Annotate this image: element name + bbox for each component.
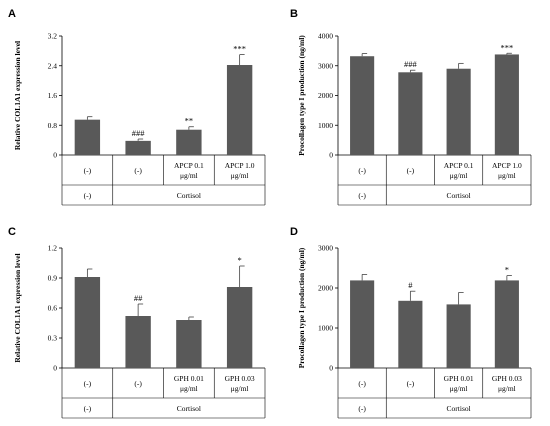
y-axis-title: Relative COL1A1 expression level	[13, 253, 22, 362]
significance-marker: ##	[134, 293, 143, 303]
x-category-label: μg/ml	[450, 384, 468, 393]
group-label-control: (-)	[358, 404, 366, 413]
x-category-label: (-)	[84, 379, 92, 388]
chart-panel-a: A 0 0.8 1.6 2.4 3.2 Relative COL1A1 expression…	[8, 8, 266, 206]
bar	[74, 277, 101, 368]
y-axis-title: Relative COL1A1 expression level	[13, 41, 22, 150]
significance-marker: #	[408, 280, 413, 290]
significance-marker: *	[238, 255, 242, 265]
bar	[226, 287, 253, 368]
x-category-label: APCP 1.0	[492, 161, 522, 170]
bar	[176, 320, 202, 368]
bar	[226, 65, 253, 155]
x-category-label: GPH 0.01	[444, 374, 474, 383]
y-tick-label: 0.3	[48, 334, 58, 343]
x-category-label: (-)	[358, 166, 366, 175]
x-category-label: (-)	[84, 166, 92, 175]
bar	[494, 54, 519, 155]
bar	[494, 280, 519, 368]
group-label-control: (-)	[84, 191, 92, 200]
x-category-label: μg/ml	[498, 384, 516, 393]
bar	[74, 119, 101, 155]
y-axis-title: Procollagen type I production (ng/ml)	[297, 247, 306, 368]
x-category-label: μg/ml	[231, 171, 249, 180]
y-tick-label: 0	[329, 151, 333, 160]
bar	[446, 304, 471, 368]
bar	[398, 300, 423, 368]
y-tick-label: 2000	[318, 91, 333, 100]
x-category-label: μg/ml	[450, 171, 468, 180]
y-tick-label: 1.6	[48, 91, 58, 100]
group-label-cortisol: Cortisol	[447, 404, 471, 413]
significance-marker: *	[505, 265, 509, 275]
chart-panel-d: D 0 1000 2000 3000 Procollagen type I product…	[290, 226, 532, 419]
x-category-label: μg/ml	[498, 171, 516, 180]
x-category-label: APCP 0.1	[444, 161, 474, 170]
panel-label: D	[290, 226, 298, 238]
x-category-label: μg/ml	[180, 171, 198, 180]
x-category-label: GPH 0.03	[492, 374, 522, 383]
group-label-cortisol: Cortisol	[447, 191, 471, 200]
significance-marker: ###	[132, 128, 146, 138]
bar	[398, 72, 423, 155]
significance-marker: ***	[501, 42, 514, 52]
y-tick-label: 0	[53, 151, 57, 160]
bar	[176, 129, 202, 155]
y-tick-label: 2.4	[48, 61, 58, 70]
x-category-label: GPH 0.03	[225, 374, 255, 383]
y-tick-label: 1000	[318, 121, 333, 130]
group-label-control: (-)	[84, 404, 92, 413]
significance-marker: **	[185, 116, 194, 126]
y-tick-label: 3000	[318, 244, 333, 253]
bar	[125, 140, 151, 155]
x-category-label: APCP 0.1	[174, 161, 204, 170]
y-tick-label: 1000	[318, 324, 333, 333]
x-category-label: (-)	[407, 379, 415, 388]
panel-label: A	[8, 8, 16, 20]
y-tick-label: 1.2	[48, 244, 58, 253]
bar	[350, 56, 375, 156]
y-tick-label: 3.2	[48, 32, 58, 41]
x-category-label: (-)	[134, 379, 142, 388]
x-category-label: GPH 0.01	[174, 374, 204, 383]
x-category-label: (-)	[358, 379, 366, 388]
significance-marker: ***	[233, 44, 246, 54]
y-tick-label: 4000	[318, 32, 333, 41]
bar	[125, 316, 151, 368]
x-category-label: (-)	[407, 166, 415, 175]
panel-label: B	[290, 8, 298, 20]
significance-marker: ###	[404, 59, 418, 69]
chart-panel-c: C 0 0.3 0.6 0.9 1.2 Relative COL1A1 expression…	[8, 226, 266, 419]
panel-label: C	[8, 226, 16, 238]
x-category-label: μg/ml	[180, 384, 198, 393]
y-tick-label: 2000	[318, 284, 333, 293]
y-tick-label: 0.6	[48, 304, 58, 313]
y-tick-label: 0.9	[48, 274, 58, 283]
chart-panel-b: B 0 1000 2000 3000 4000 Procollagen type I pro…	[290, 8, 532, 206]
y-tick-label: 0	[329, 364, 333, 373]
group-label-cortisol: Cortisol	[177, 191, 201, 200]
y-tick-label: 0.8	[48, 121, 58, 130]
group-label-cortisol: Cortisol	[177, 404, 201, 413]
bar	[446, 68, 471, 155]
x-category-label: μg/ml	[231, 384, 249, 393]
x-category-label: APCP 1.0	[225, 161, 255, 170]
bar	[350, 280, 375, 368]
y-tick-label: 0	[53, 364, 57, 373]
x-category-label: (-)	[134, 166, 142, 175]
y-tick-label: 3000	[318, 61, 333, 70]
y-axis-title: Procollagen type I production (ng/ml)	[297, 35, 306, 156]
group-label-control: (-)	[358, 191, 366, 200]
